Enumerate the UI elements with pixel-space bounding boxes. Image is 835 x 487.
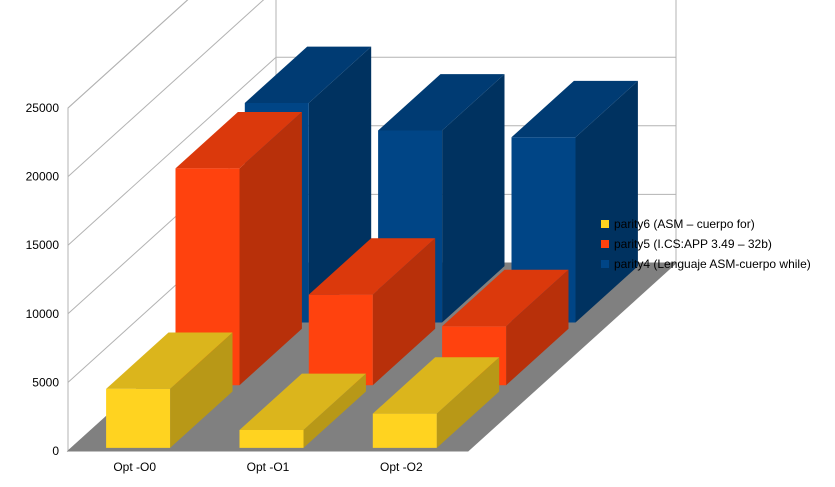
bar-top-face: [239, 373, 366, 430]
legend-label-parity4: parity4 (Lenguaje ASM-cuerpo while): [614, 257, 811, 271]
gridline: [67, 56, 676, 246]
bar-front-face: [175, 168, 240, 386]
bar-side-face: [506, 269, 569, 386]
y-tick-label: 20000: [26, 170, 60, 184]
x-tick-label: Opt -O1: [247, 460, 290, 474]
bar-front-face: [372, 413, 437, 448]
bar-side-face: [575, 80, 638, 323]
legend-label-parity6: parity6 (ASM – cuerpo for): [614, 217, 755, 231]
bar-top-face: [175, 112, 302, 169]
x-axis-tick-labels: Opt -O0 Opt -O1 Opt -O2: [113, 460, 423, 474]
bar-2-1: [175, 112, 302, 386]
legend-label-parity5: parity5 (I.CS:APP 3.49 – 32b): [614, 237, 772, 251]
chart-bars: [106, 46, 638, 448]
bar-top-face: [308, 238, 436, 295]
bar-side-face: [303, 373, 366, 448]
legend-item-parity6: parity6 (ASM – cuerpo for): [601, 214, 811, 234]
bar-top-face: [244, 46, 372, 103]
y-tick-label: 10000: [26, 307, 60, 321]
bar-1-2: [239, 373, 366, 448]
bar-front-face: [308, 294, 373, 386]
gridline: [67, 0, 265, 177]
bar-1-3: [372, 357, 500, 448]
bar-1-1: [106, 332, 233, 448]
bar-front-face: [106, 388, 171, 448]
legend-item-parity5: parity5 (I.CS:APP 3.49 – 32b): [601, 234, 811, 254]
bar-side-face: [239, 112, 302, 386]
bar-side-face: [372, 238, 436, 386]
bar-top-face: [372, 357, 500, 414]
bar-side-face: [170, 332, 233, 448]
y-tick-label: 15000: [26, 238, 60, 252]
x-tick-label: Opt -O0: [113, 460, 156, 474]
y-tick-label: 0: [52, 444, 59, 458]
bar-2-2: [308, 238, 436, 386]
gridline: [67, 0, 189, 109]
y-tick-label: 5000: [32, 375, 59, 389]
y-tick-label: 25000: [26, 101, 60, 115]
bar-front-face: [239, 430, 304, 448]
legend: parity6 (ASM – cuerpo for) parity5 (I.CS…: [601, 214, 811, 274]
bar-side-face: [436, 357, 500, 448]
legend-swatch-parity4: [601, 260, 609, 268]
bar-top-face: [106, 332, 233, 389]
bar-top-face: [378, 74, 505, 131]
legend-swatch-parity6: [601, 220, 609, 228]
bar-top-face: [442, 269, 569, 327]
legend-swatch-parity5: [601, 240, 609, 248]
x-tick-label: Opt -O2: [380, 460, 423, 474]
legend-item-parity4: parity4 (Lenguaje ASM-cuerpo while): [601, 254, 811, 274]
bar-top-face: [511, 80, 638, 138]
bar-side-face: [442, 74, 505, 323]
y-axis-tick-labels: 0 5000 10000 15000 20000 25000: [26, 101, 60, 458]
